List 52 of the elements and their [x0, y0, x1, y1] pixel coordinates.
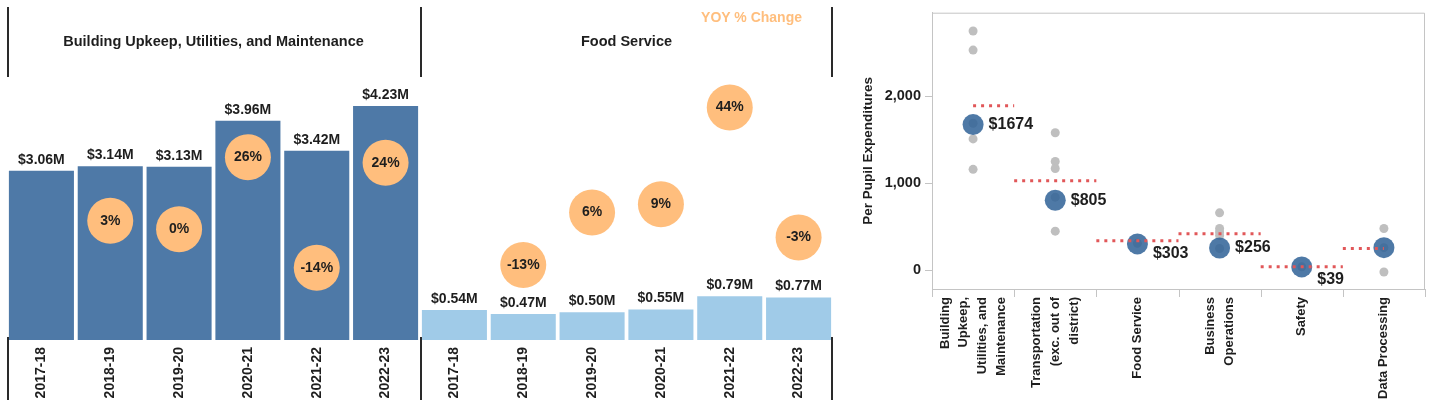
x-tick-label: 2018-19 — [514, 346, 531, 399]
text: Food Service — [580, 33, 673, 49]
data-label: 3% — [100, 211, 121, 228]
x-tick-label: 2022-23 — [376, 346, 393, 399]
data-label: -3% — [786, 228, 812, 245]
data-label: 26% — [233, 148, 263, 165]
data-label: 24% — [371, 153, 401, 170]
data-label: $0.50M — [568, 292, 616, 309]
x-tick-label: 2021-22 — [720, 346, 737, 399]
x-tick-label: Business Operations — [1201, 297, 1236, 366]
data-label: $256 — [1235, 238, 1271, 256]
data-label: $39 — [1317, 269, 1345, 287]
data-label: $0.77M — [775, 277, 822, 294]
y-axis-title: Per Pupil Expenditures — [859, 76, 875, 225]
x-tick-label: 2019-20 — [582, 346, 599, 399]
x-tick-label: 2020-21 — [651, 346, 668, 399]
x-tick-label: 2017-18 — [445, 346, 462, 399]
x-tick-label: 2019-20 — [169, 346, 186, 399]
x-tick-label: Transportation (exc. out of district) — [1028, 296, 1081, 389]
data-label: 0% — [168, 219, 190, 236]
x-tick-label: 2022-23 — [789, 346, 806, 399]
x-tick-label: Food Service — [1128, 297, 1144, 379]
y-tick-label: 0 — [912, 261, 921, 278]
data-label: $0.54M — [431, 289, 478, 306]
x-tick-label: 2018-19 — [101, 346, 118, 399]
data-label: $0.47M — [499, 293, 547, 310]
text: YOY % Change — [701, 8, 803, 25]
y-tick-label: 1,000 — [884, 174, 921, 191]
data-label: $3.13M — [155, 146, 203, 163]
data-label: 44% — [715, 98, 745, 115]
data-label: $3.96M — [224, 100, 272, 117]
data-label: $0.79M — [706, 276, 754, 293]
x-tick-label: Building Upkeep, Utilities, and Maintenance — [936, 296, 1008, 376]
data-label: $4.23M — [362, 85, 409, 102]
data-label: $303 — [1152, 243, 1189, 261]
x-tick-label: 2020-21 — [238, 346, 255, 399]
data-label: $1674 — [988, 115, 1034, 133]
data-label: $0.55M — [637, 289, 685, 306]
data-label: -13% — [506, 255, 541, 272]
x-tick-label: 2021-22 — [307, 346, 324, 399]
data-label: $3.06M — [18, 150, 65, 167]
x-tick-label: Data Processing — [1375, 296, 1391, 399]
text: Building Upkeep, Utilities, and Maintenance — [63, 33, 364, 49]
data-label: 9% — [650, 195, 672, 212]
data-label: -14% — [300, 258, 334, 275]
data-label: $3.42M — [293, 130, 341, 147]
data-label: 6% — [581, 203, 603, 220]
x-tick-label: Safety — [1293, 296, 1309, 337]
y-tick-label: 2,000 — [884, 87, 921, 104]
x-tick-label: 2017-18 — [32, 346, 49, 399]
data-label: $805 — [1070, 190, 1107, 208]
data-label: $3.14M — [86, 146, 134, 163]
